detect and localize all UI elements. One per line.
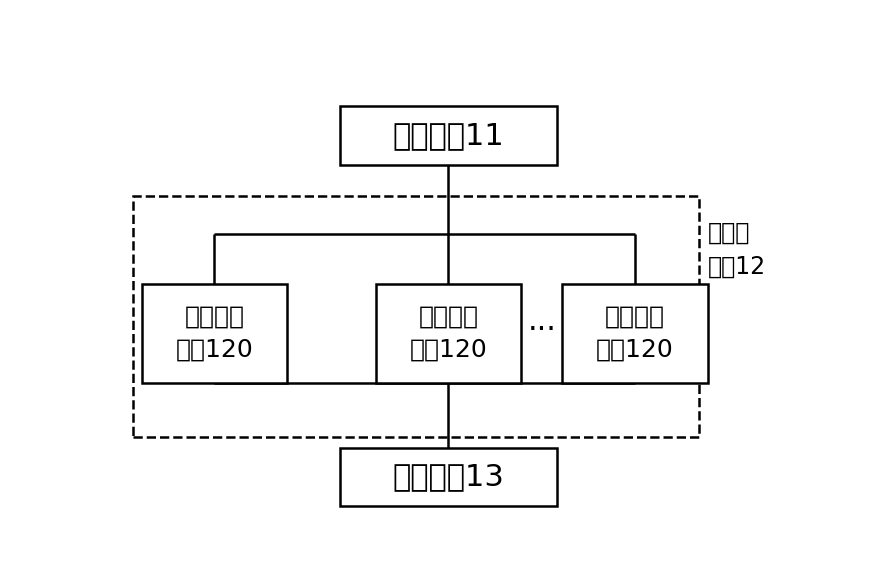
Bar: [375, 284, 522, 383]
Text: 喷头电子
部件120: 喷头电子 部件120: [410, 304, 487, 362]
Bar: [142, 284, 287, 383]
Text: 喷头电子
部件120: 喷头电子 部件120: [596, 304, 674, 362]
Text: 喷头控
制板12: 喷头控 制板12: [708, 221, 766, 279]
Text: 检测模块11: 检测模块11: [393, 121, 504, 150]
Text: 喷头电源13: 喷头电源13: [393, 463, 504, 492]
Bar: [340, 106, 557, 165]
Text: 喷头电子
部件120: 喷头电子 部件120: [176, 304, 254, 362]
Bar: [340, 448, 557, 506]
Bar: [562, 284, 708, 383]
Bar: [133, 196, 699, 437]
Text: ···: ···: [528, 317, 556, 345]
